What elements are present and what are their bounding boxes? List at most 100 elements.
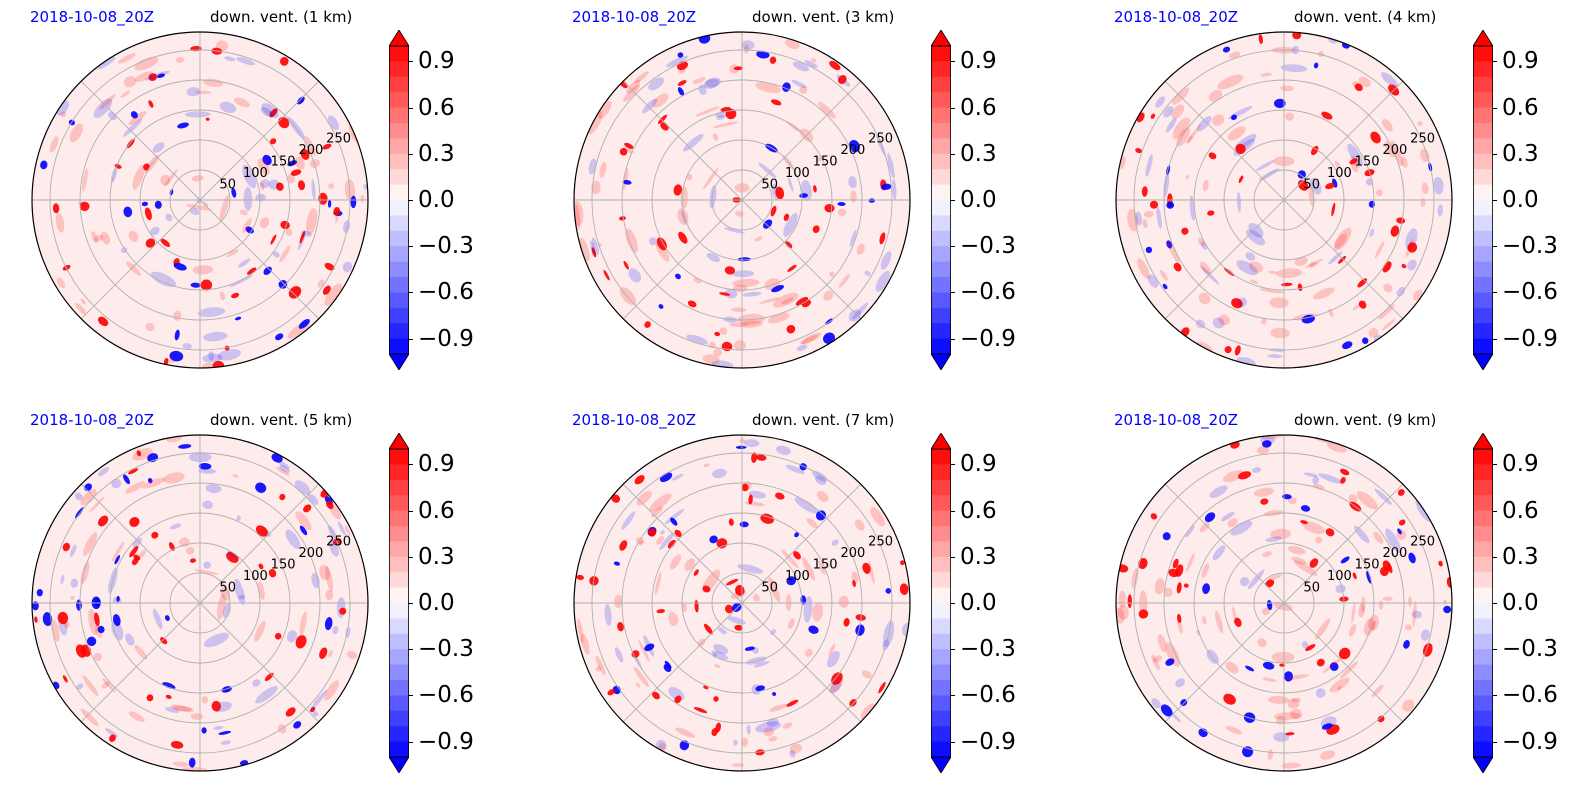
colorbar-segment [389,633,409,650]
angular-gridline [622,199,743,320]
colorbar-extend-max [931,433,951,450]
field-blob [111,478,122,489]
field-blob [74,492,83,501]
field-blob [1145,154,1153,177]
colorbar-segment [931,92,951,109]
field-blob [219,291,225,301]
colorbar-segment [931,603,951,619]
field-blob [295,156,305,170]
colorbar-tick-label: 0.3 [1492,545,1539,569]
field-blob [1368,327,1379,338]
field-blob [1291,697,1302,703]
field-blob [791,79,807,89]
field-blob [97,515,109,527]
field-blob [677,52,684,58]
panel-variable-label: down. vent. (4 km) [1294,8,1437,26]
radial-tick-label: 50 [761,581,778,596]
field-blob [724,266,736,275]
field-blob [789,750,796,758]
colorbar-segment [389,338,409,355]
colorbar-segment [931,464,951,481]
field-blob [1222,46,1231,53]
colorbar-segment [931,323,951,340]
shaded-field [32,435,358,771]
field-blob [1313,287,1335,300]
field-blob [1267,574,1283,581]
field-blob [899,583,909,595]
panel-variable-label: down. vent. (7 km) [752,411,895,429]
field-blob [1232,606,1237,620]
radial-tick-label: 100 [243,569,268,584]
field-blob [1274,98,1286,109]
field-blob [1300,520,1308,525]
field-blob [731,602,742,612]
field-blob [1185,175,1189,180]
field-blob [1238,297,1247,308]
field-blob [60,574,65,585]
field-blob [852,302,869,320]
colorbar-extend-max [1473,433,1493,450]
field-blob [817,101,836,119]
field-blob [603,269,610,281]
field-blob [62,542,71,552]
field-blob [1390,140,1404,167]
colorbar-segment [389,587,409,604]
field-blob [741,483,749,492]
field-blob [132,448,153,461]
field-blob [329,504,342,520]
field-blob [781,297,794,305]
colorbar [931,30,951,370]
field-blob [727,616,746,625]
field-blob [656,237,667,251]
field-blob [245,226,254,234]
field-blob [595,655,606,676]
radial-tick-label: 50 [1303,581,1320,596]
field-blob [744,646,755,651]
field-blob [816,155,826,162]
field-blob [1351,602,1356,624]
field-blob [201,727,207,734]
field-blob [752,647,759,654]
field-blob [1354,525,1370,544]
field-blob [595,666,602,672]
angular-gridline [741,483,862,604]
colorbar-segment [931,710,951,727]
field-blob [1331,202,1336,217]
field-blob [1294,256,1308,266]
radial-tick-label: 100 [243,166,268,181]
field-blob [1352,572,1357,580]
colorbar-tick-label: 0.3 [1492,142,1539,166]
field-blob [856,243,865,256]
colorbar-segment [931,138,951,155]
field-blob [785,241,793,249]
field-blob [862,562,871,574]
colorbar-segment [1473,710,1493,727]
field-blob [275,333,284,341]
field-blob [1165,658,1175,666]
field-blob [864,270,871,276]
field-blob [198,462,212,470]
field-blob [1271,651,1295,663]
colorbar-segment [389,230,409,247]
field-blob [227,550,238,559]
field-blob [1287,545,1306,555]
field-blob [623,84,640,102]
field-blob [36,589,43,597]
colorbar-tick-label: 0.6 [408,499,455,523]
field-blob [1259,288,1285,294]
panel-variable-label: down. vent. (5 km) [210,411,353,429]
field-blob [576,574,584,580]
field-blob [624,142,634,149]
colorbar-segment [931,246,951,263]
field-blob [170,704,192,712]
field-blob [1397,489,1405,496]
panel-date-label: 2018-10-08_20Z [572,8,697,26]
field-blob [51,619,60,642]
field-blob [675,727,695,738]
colorbar-segment [389,261,409,278]
field-blob [120,90,130,98]
field-blob [1256,446,1270,455]
field-blob [80,298,86,305]
field-blob [775,492,785,500]
